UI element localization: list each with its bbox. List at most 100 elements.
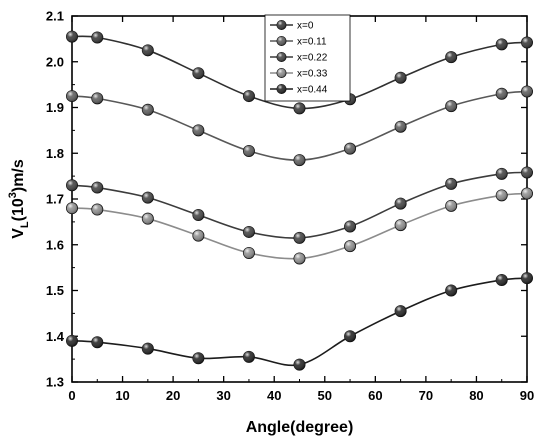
y-tick-label: 1.7: [46, 192, 64, 207]
marker-shine: [293, 154, 306, 166]
marker-shine: [344, 330, 356, 342]
data-point: [293, 358, 306, 371]
data-point: [242, 144, 255, 157]
data-point: [521, 187, 534, 200]
marker-shine: [66, 179, 78, 191]
marker-shine: [445, 178, 457, 190]
marker-shine: [91, 336, 103, 348]
legend-label: x=0.22: [297, 53, 328, 64]
legend-entry: x=0.44: [270, 84, 328, 96]
legend-marker: [276, 19, 287, 30]
marker-shine: [243, 351, 255, 363]
marker-shine: [192, 352, 204, 364]
legend-entry: x=0: [270, 19, 314, 32]
data-point: [445, 51, 458, 64]
marker-shine: [91, 92, 103, 104]
marker-shine: [445, 51, 457, 63]
marker-shine: [496, 274, 508, 286]
marker-shine: [496, 88, 508, 100]
marker-shine: [293, 102, 306, 115]
data-point: [192, 67, 205, 80]
x-tick-label: 10: [115, 388, 129, 403]
data-point: [141, 103, 154, 116]
data-point: [394, 71, 407, 84]
data-point: [495, 167, 508, 180]
marker-shine: [91, 203, 103, 216]
marker-shine: [192, 67, 204, 79]
data-point: [344, 330, 357, 343]
legend-label: x=0: [297, 21, 314, 32]
marker-shine: [293, 232, 306, 244]
legend-marker: [276, 68, 287, 79]
data-point: [91, 181, 104, 194]
data-point: [394, 305, 407, 318]
data-point: [141, 342, 154, 355]
marker-shine: [521, 166, 533, 179]
marker-shine: [276, 20, 287, 30]
x-tick-label: 90: [520, 388, 534, 403]
marker-shine: [66, 90, 78, 102]
y-tick-label: 1.5: [46, 283, 64, 298]
marker-shine: [395, 197, 407, 210]
legend-entry: x=0.11: [270, 36, 327, 48]
series-line: [71, 192, 528, 260]
marker-shine: [66, 335, 78, 347]
marker-shine: [66, 30, 78, 43]
data-point: [192, 124, 205, 137]
data-point: [242, 90, 255, 103]
marker-shine: [344, 240, 356, 252]
marker-shine: [521, 272, 533, 284]
y-tick-label: 1.3: [46, 375, 64, 390]
marker-shine: [395, 72, 407, 84]
marker-shine: [496, 38, 508, 50]
data-point: [521, 36, 534, 49]
marker-shine: [243, 247, 255, 259]
data-point: [445, 100, 458, 113]
marker-shine: [142, 104, 154, 116]
data-point: [394, 197, 407, 210]
x-tick-label: 0: [68, 388, 75, 403]
y-tick-label: 2.1: [46, 9, 64, 24]
data-point: [344, 220, 357, 233]
data-point: [394, 120, 407, 133]
marker-shine: [293, 252, 306, 265]
marker-shine: [395, 121, 407, 133]
x-tick-label: 30: [216, 388, 230, 403]
marker-shine: [243, 145, 255, 157]
marker-shine: [445, 200, 457, 212]
legend-label: x=0.11: [297, 37, 327, 48]
data-point: [344, 240, 357, 253]
y-tick-label: 1.4: [46, 329, 65, 344]
marker-shine: [445, 284, 457, 297]
marker-shine: [142, 213, 154, 225]
series-line: [71, 277, 528, 367]
series-line: [71, 171, 528, 239]
marker-shine: [276, 36, 287, 46]
marker-shine: [496, 168, 508, 180]
data-point: [141, 191, 154, 204]
legend-entry: x=0.22: [270, 52, 328, 64]
x-tick-label: 70: [419, 388, 433, 403]
data-point: [293, 231, 306, 244]
legend-marker: [276, 52, 287, 63]
y-tick-label: 1.9: [46, 100, 64, 115]
data-point: [141, 212, 154, 225]
legend-entry: x=0.33: [270, 68, 328, 80]
data-point: [66, 179, 79, 192]
data-point: [141, 44, 154, 57]
data-point: [91, 336, 104, 349]
data-point: [66, 30, 79, 43]
marker-shine: [192, 209, 204, 221]
marker-shine: [521, 85, 533, 98]
data-point: [192, 209, 205, 222]
data-point: [394, 219, 407, 232]
x-tick-label: 40: [267, 388, 281, 403]
marker-shine: [521, 36, 533, 49]
data-point: [293, 102, 306, 115]
series-3: [66, 166, 534, 244]
data-point: [242, 246, 255, 259]
y-tick-label: 1.6: [46, 237, 64, 252]
series-1: [66, 30, 534, 115]
data-point: [192, 352, 205, 365]
